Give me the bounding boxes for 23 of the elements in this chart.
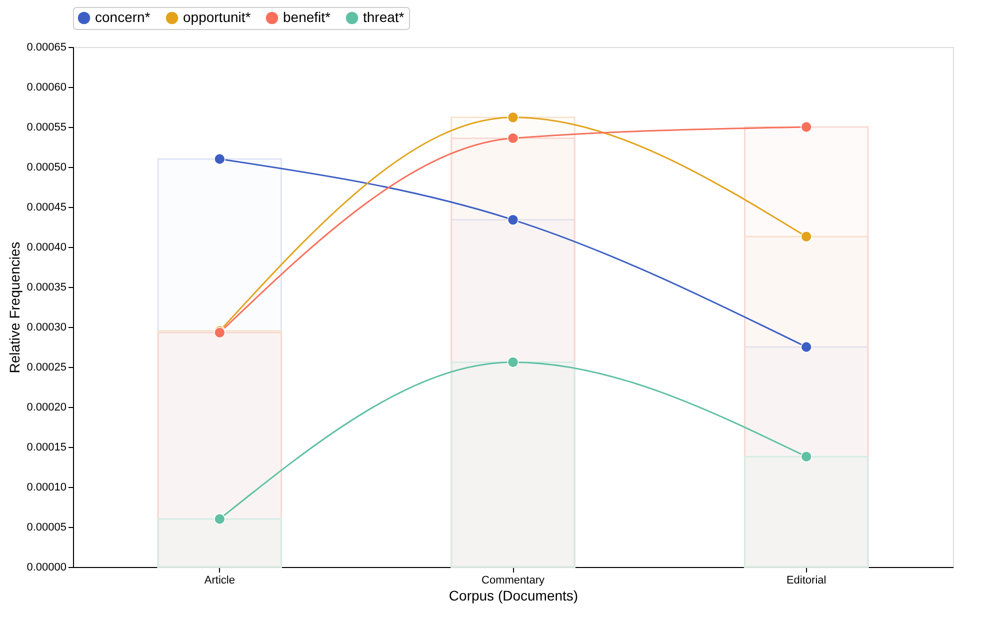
y-tick-label: 0.00040 [26, 242, 66, 254]
x-tick-label: Article [204, 574, 235, 586]
y-tick-label: 0.00030 [26, 322, 66, 334]
y-tick-label: 0.00035 [26, 282, 66, 294]
y-axis-title: Relative Frequencies [6, 242, 23, 374]
x-axis-title: Corpus (Documents) [448, 588, 578, 604]
y-tick-label: 0.00020 [26, 402, 66, 414]
y-tick-label: 0.00060 [26, 82, 66, 94]
x-tick-label: Editorial [786, 574, 826, 586]
y-tick-label: 0.00045 [26, 202, 66, 214]
y-tick-label: 0.00015 [26, 442, 66, 454]
x-tick-label: Commentary [482, 574, 545, 586]
legend-label: threat* [363, 9, 405, 25]
y-tick-label: 0.00055 [26, 122, 66, 134]
y-tick-label: 0.00000 [26, 562, 66, 574]
legend-label: benefit* [283, 9, 332, 25]
y-tick-label: 0.00065 [26, 42, 66, 54]
legend-label: opportunit* [183, 9, 252, 25]
y-tick-label: 0.00025 [26, 362, 66, 374]
legend-label: concern* [95, 9, 151, 25]
y-tick-label: 0.00050 [26, 162, 66, 174]
y-tick-label: 0.00010 [26, 482, 66, 494]
y-tick-label: 0.00005 [26, 522, 66, 534]
